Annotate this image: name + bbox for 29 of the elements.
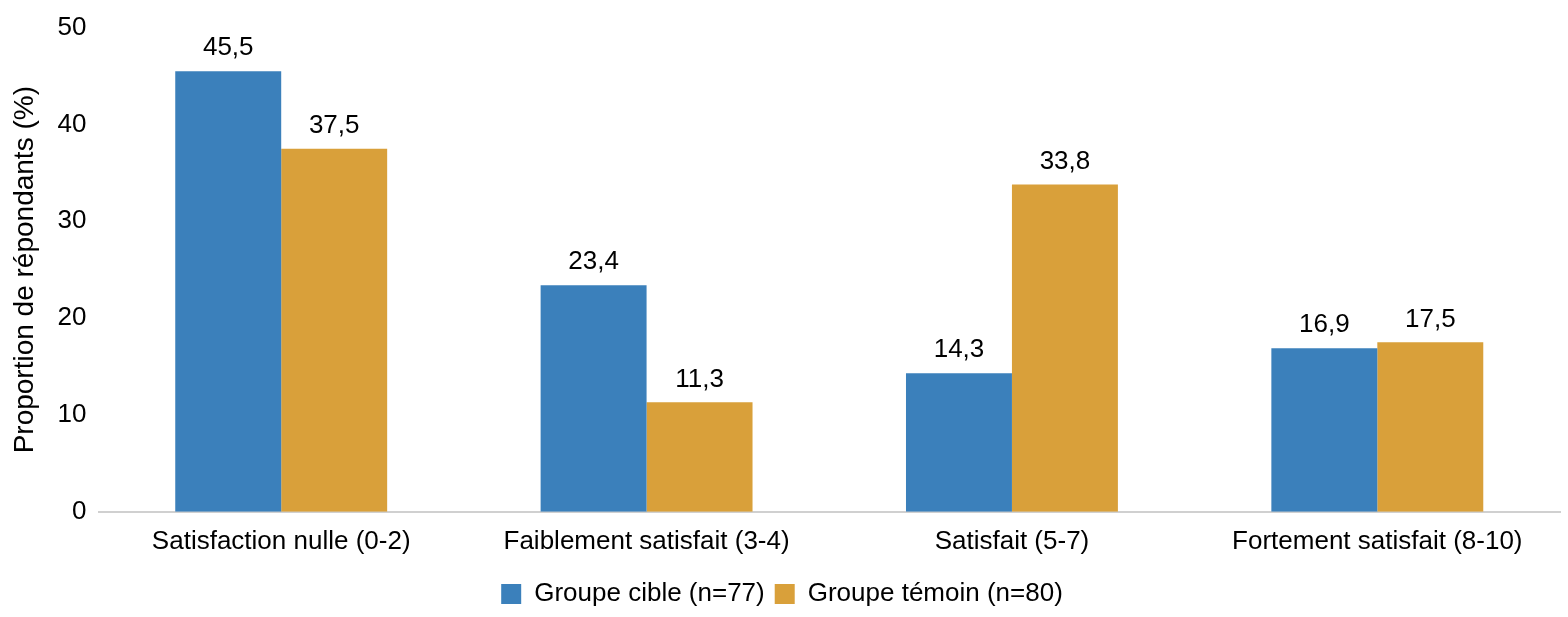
y-tick-label: 40 [57, 107, 87, 138]
data-label: 16,9 [1299, 308, 1350, 339]
data-label: 37,5 [308, 108, 360, 139]
x-tick-label: Fortement satisfait (8-10) [1232, 524, 1523, 555]
x-tick-label: Satisfait (5-7) [934, 524, 1090, 555]
y-tick-label: 50 [57, 10, 87, 41]
bar [1377, 342, 1484, 512]
y-tick-label: 10 [57, 398, 87, 429]
y-tick-label: 30 [57, 204, 87, 235]
bar [905, 373, 1012, 512]
y-tick-label: 0 [72, 494, 87, 525]
bar [1011, 184, 1118, 512]
data-label: 11,3 [675, 362, 724, 393]
legend-label: Groupe cible (n=77) [534, 577, 765, 608]
legend-label: Groupe témoin (n=80) [807, 577, 1063, 608]
data-label: 45,5 [202, 31, 254, 62]
bar [1271, 348, 1378, 512]
bar [175, 71, 282, 512]
data-label: 14,3 [933, 333, 985, 364]
data-label: 17,5 [1404, 302, 1456, 333]
data-label: 23,4 [568, 245, 619, 276]
y-axis-title: Proportion de répondants (%) [7, 86, 39, 454]
x-tick-label: Satisfaction nulle (0-2) [151, 524, 411, 555]
bar [646, 402, 753, 512]
x-tick-label: Faiblement satisfait (3-4) [503, 524, 790, 555]
data-label: 33,8 [1039, 144, 1091, 175]
y-tick-label: 20 [57, 301, 87, 332]
bar [540, 285, 647, 512]
bar [281, 148, 388, 512]
